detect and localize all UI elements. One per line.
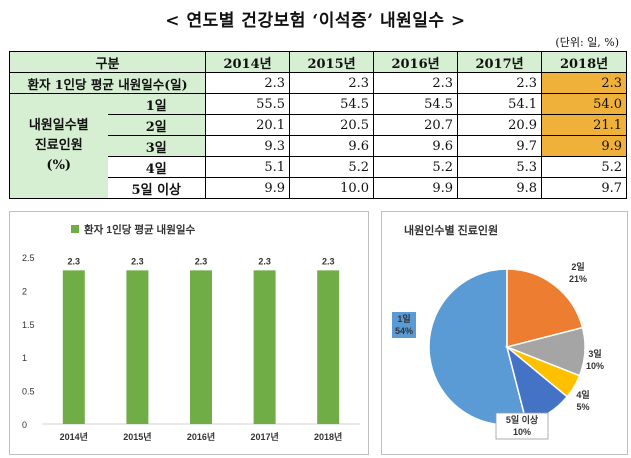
table-cell: 5.2 [373,156,459,178]
table-cell: 5.1 [205,156,291,178]
row-label: 3일 [107,135,207,157]
y-tick-label: 1.5 [22,320,35,330]
table-cell: 20.7 [373,114,459,136]
group-label-line: 진료인원 [34,138,83,153]
x-tick-label: 2014년 [60,431,88,442]
header-cell: 2017년 [457,51,543,73]
data-label: 2.3 [258,256,271,266]
x-tick-label: 2017년 [250,431,278,442]
pie-slice [506,268,584,348]
row-label: 1일 [107,93,207,115]
table-cell: 9.6 [373,135,459,157]
pie-label: 5일 이상 [506,414,539,425]
y-tick-label: 0.5 [22,387,35,397]
data-label: 2.3 [68,256,81,266]
pie-label-box [495,412,549,440]
table-cell: 5.2 [289,156,375,178]
table-cell: 9.7 [457,135,543,157]
table-cell: 9.6 [289,135,375,157]
table-cell: 2.3 [205,72,291,94]
x-tick-label: 2016년 [187,431,215,442]
table-cell: 20.9 [457,114,543,136]
table-cell: 9.3 [205,135,291,157]
avg-row-label: 환자 1인당 평균 내원일수(일) [8,72,207,94]
y-tick-label: 2.5 [22,253,35,263]
table-cell: 2.3 [457,72,543,94]
group-label-line: (%) [46,158,72,173]
table-cell: 5.2 [541,156,628,178]
data-label: 2.3 [322,256,335,266]
table-cell-highlight: 9.9 [541,135,628,157]
pie-percent-label: 10% [586,361,604,371]
bar [126,270,149,424]
header-cell: 2018년 [541,51,628,73]
table-cell: 54.5 [289,93,375,115]
bar [62,270,85,424]
pie-percent-label: 54% [395,326,413,336]
pie-percent-label: 5% [576,402,589,412]
table-row: 내원일수별 진료인원 (%) 1일 55.5 54.5 54.5 54.1 54… [9,93,628,199]
unit-label: (단위: 일, %) [555,36,619,49]
table-cell: 5.3 [457,156,543,178]
pie-label: 3일 [588,348,601,359]
table-cell: 20.1 [205,114,291,136]
table-cell: 10.0 [289,177,375,199]
table-cell: 54.1 [457,93,543,115]
legend-swatch [71,225,79,233]
table-cell: 55.5 [205,93,291,115]
data-label: 2.3 [195,256,208,266]
y-tick-label: 2 [22,286,27,296]
pie-label: 2일 [571,261,584,272]
pie-label-box [392,312,416,338]
table-cell: 9.8 [457,177,543,199]
pie-percent-label: 21% [569,274,587,284]
table-cell: 54.5 [373,93,459,115]
pie-chart-panel: 내원인수별 진료인원 1일 54% 2일 21% 3일 10% 4일 5% 5일 이상 10% [381,211,628,455]
pie-slice [428,268,528,426]
pie-chart: 내원인수별 진료인원 1일 54% 2일 21% 3일 10% 4일 5% 5일 이상 10% [392,223,604,440]
page-title: < 연도별 건강보험 ‘이석증’ 내원일수 > [165,11,466,31]
bar-chart: 환자 1인당 평균 내원일수 0 0.5 1 1.5 2 2.5 2.3 2014년 2.3 201… [22,223,360,442]
bar [317,270,340,424]
header-cell: 2015년 [289,51,375,73]
pie-label: 1일 [397,313,410,324]
table-cell-highlight: 54.0 [541,93,628,115]
table-cell-highlight: 2.3 [541,72,628,94]
data-label: 2.3 [131,256,144,266]
y-tick-label: 1 [22,353,27,363]
header-cell: 2014년 [205,51,291,73]
table-cell: 9.9 [373,177,459,199]
table-cell-highlight: 21.1 [541,114,628,136]
x-tick-label: 2015년 [123,431,151,442]
group-label-line: 내원일수별 [28,118,89,133]
group-label: 내원일수별 진료인원 (%) [9,93,108,199]
table-header-row: 구분 2014년 2015년 2016년 2017년 2018년 [8,51,628,73]
table-row: 4일 5.1 5.2 5.2 5.3 5.2 [10,156,628,178]
table-cell: 9.9 [205,177,291,199]
pie-percent-label: 10% [513,427,531,437]
pie-title: 내원인수별 진료인원 [404,223,498,237]
bar [190,270,212,424]
table-cell: 2.3 [289,72,375,94]
y-tick-label: 0 [22,420,27,430]
legend-label: 환자 1인당 평균 내원일수 [84,223,196,236]
header-cell: 2016년 [373,51,459,73]
table-cell: 20.5 [289,114,375,136]
row-label: 5일 이상 [107,177,207,199]
table-cell: 2.3 [373,72,459,94]
row-label: 2일 [107,114,207,136]
x-tick-label: 2018년 [314,431,342,442]
table-row: 2일 20.1 20.5 20.7 20.9 21.1 [10,114,628,136]
bar [253,270,276,424]
pie-label: 4일 [576,389,589,400]
table-row: 5일 이상 9.9 10.0 9.9 9.8 9.7 [10,177,628,199]
row-label: 4일 [107,156,207,178]
header-cell: 구분 [8,51,207,73]
table-cell: 9.7 [541,177,628,199]
table-row: 환자 1인당 평균 내원일수(일) 2.3 2.3 2.3 2.3 2.3 [8,72,628,94]
bar-chart-panel: 환자 1인당 평균 내원일수 0 0.5 1 1.5 2 2.5 2.3 2014년 2.3 201… [9,211,369,455]
data-table: 구분 2014년 2015년 2016년 2017년 2018년 환자 1인당 … [8,51,628,199]
